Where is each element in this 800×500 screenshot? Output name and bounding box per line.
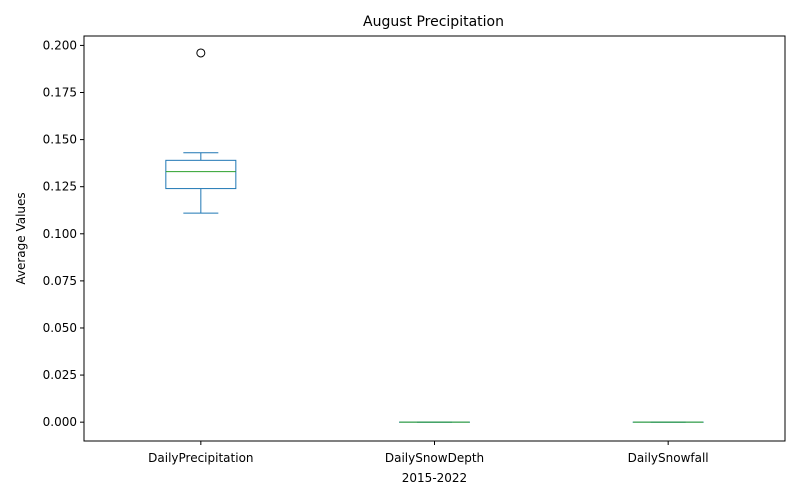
x-axis: DailyPrecipitation DailySnowDepth DailySno… (148, 441, 709, 465)
y-tick-label: 0.100 (43, 227, 77, 241)
y-tick-label: 0.025 (43, 368, 77, 382)
box-group (165, 48, 237, 214)
x-tick-label: DailyPrecipitation (148, 451, 253, 465)
y-tick-label: 0.000 (43, 415, 77, 429)
y-tick-label: 0.150 (43, 133, 77, 147)
y-axis: 0.000 0.025 0.050 0.075 0.100 0.125 0.150 0.175… (43, 38, 84, 429)
x-tick-label: DailySnowfall (628, 451, 709, 465)
iqr-box (165, 159, 237, 190)
outlier-point (196, 48, 206, 58)
plot-frame (83, 35, 786, 442)
x-tick-label: DailySnowDepth (385, 451, 484, 465)
y-axis-label: Average Values (14, 192, 28, 284)
plot-area (165, 48, 704, 423)
y-tick-label: 0.175 (43, 86, 77, 100)
x-axis-label: 2015-2022 (402, 471, 467, 485)
y-tick-label: 0.075 (43, 274, 77, 288)
y-tick-label: 0.125 (43, 180, 77, 194)
y-tick-label: 0.050 (43, 321, 77, 335)
y-tick-label: 0.200 (43, 38, 77, 52)
chart-title: August Precipitation (363, 14, 504, 30)
